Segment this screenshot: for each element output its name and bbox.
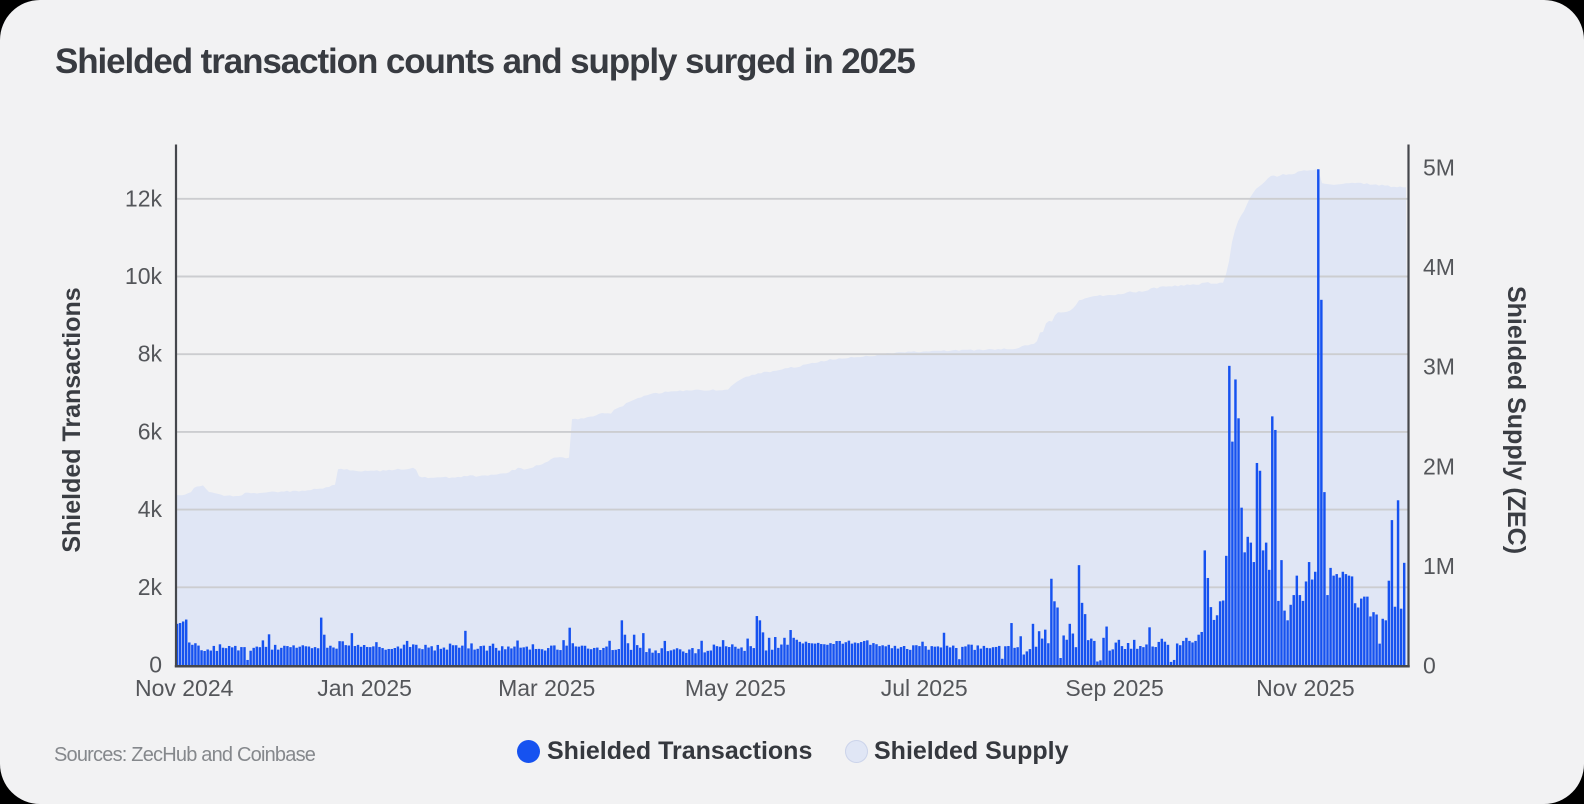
svg-text:6k: 6k [138, 418, 163, 444]
svg-text:12k: 12k [125, 185, 163, 211]
svg-text:Sep 2025: Sep 2025 [1065, 675, 1163, 701]
svg-text:0: 0 [149, 652, 162, 678]
svg-text:1M: 1M [1423, 553, 1455, 579]
svg-text:0: 0 [1423, 653, 1436, 679]
svg-text:10k: 10k [125, 263, 163, 289]
svg-text:2k: 2k [138, 574, 163, 600]
svg-text:May 2025: May 2025 [685, 675, 786, 701]
svg-text:4M: 4M [1423, 254, 1455, 280]
svg-text:5M: 5M [1423, 155, 1455, 181]
svg-text:Nov 2025: Nov 2025 [1256, 675, 1354, 701]
svg-text:2M: 2M [1423, 453, 1455, 479]
svg-text:Nov 2024: Nov 2024 [135, 675, 234, 701]
svg-text:8k: 8k [138, 341, 163, 367]
svg-text:3M: 3M [1423, 354, 1455, 380]
svg-text:Shielded Transactions: Shielded Transactions [58, 287, 86, 552]
svg-text:Shielded Supply (ZEC): Shielded Supply (ZEC) [1502, 286, 1530, 554]
svg-text:4k: 4k [138, 496, 163, 522]
svg-text:Jul 2025: Jul 2025 [881, 675, 968, 701]
svg-text:Jan 2025: Jan 2025 [317, 675, 412, 701]
svg-text:Mar 2025: Mar 2025 [498, 675, 595, 701]
